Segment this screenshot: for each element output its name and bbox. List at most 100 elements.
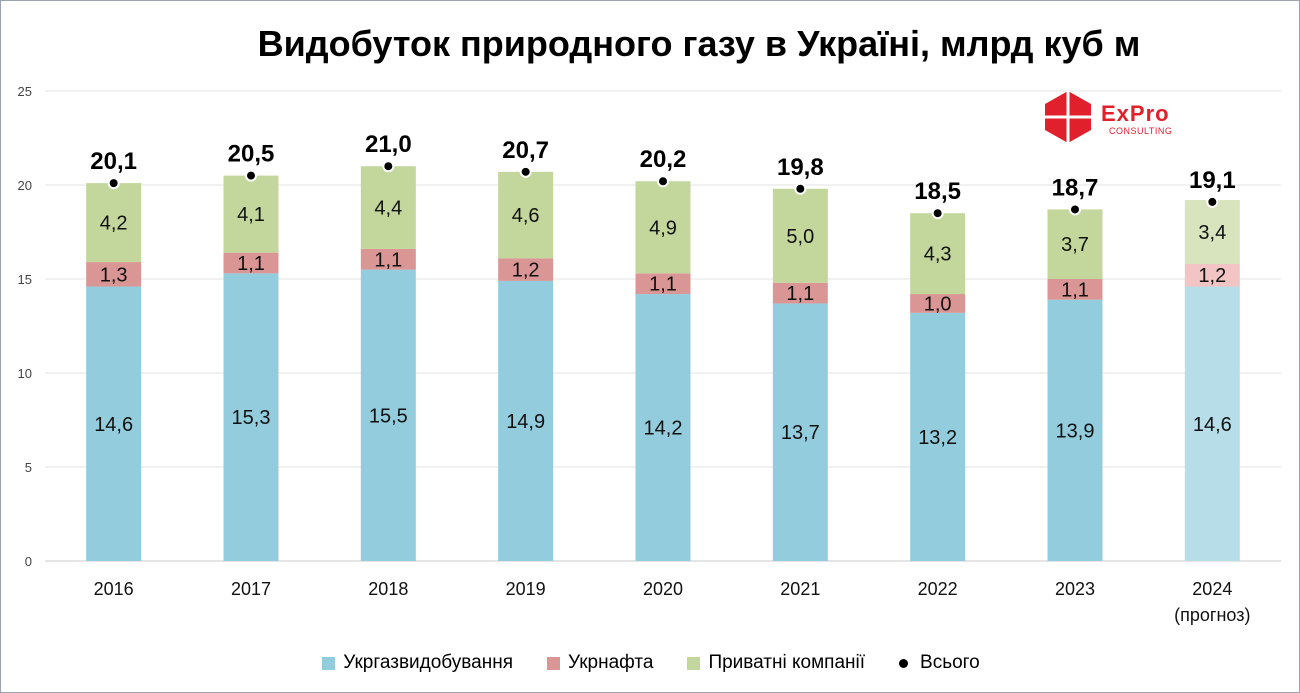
x-tick-label: 2016 — [94, 579, 134, 599]
segment-value-label: 4,4 — [374, 198, 402, 220]
segment-value-label: 15,3 — [232, 407, 271, 429]
legend-item-private: Приватні компанії — [687, 652, 865, 674]
chart-title: Видобуток природного газу в Україні, млр… — [257, 23, 1141, 64]
bar-segment — [498, 171, 554, 259]
bar-segment — [1047, 299, 1103, 561]
bar-segment — [635, 273, 691, 295]
bar-segment — [910, 294, 966, 313]
x-tick-label: 2023 — [1055, 579, 1095, 599]
segment-value-label: 1,2 — [512, 260, 540, 282]
y-tick-label: 5 — [25, 460, 32, 475]
bar-segment — [86, 262, 142, 287]
segment-value-label: 1,1 — [1061, 279, 1089, 301]
segment-value-label: 3,4 — [1198, 222, 1226, 244]
bar-segment — [360, 248, 416, 270]
legend-swatch-private — [687, 656, 701, 670]
bar-segment — [1047, 279, 1103, 300]
bar-segment — [86, 286, 142, 561]
x-tick-label: 2018 — [368, 579, 408, 599]
legend-label-total: Всього — [920, 652, 980, 673]
segment-value-label: 4,9 — [649, 217, 677, 239]
segment-value-label: 13,9 — [1056, 420, 1095, 442]
total-marker — [657, 175, 669, 188]
total-value-label: 20,2 — [640, 146, 687, 173]
logo-icon — [1045, 91, 1091, 143]
segment-value-label: 1,1 — [374, 249, 402, 271]
logo-sub: CONSULTING — [1109, 126, 1173, 136]
segment-value-label: 1,1 — [786, 283, 814, 305]
bar-segment — [223, 273, 279, 561]
bar-segment — [1184, 263, 1240, 287]
x-tick-label: 2017 — [231, 579, 271, 599]
x-tick-label: 2020 — [643, 579, 683, 599]
total-value-label: 20,7 — [502, 137, 549, 164]
total-value-label: 20,5 — [228, 141, 275, 168]
y-tick-label: 0 — [25, 554, 32, 569]
segment-value-label: 14,6 — [1193, 414, 1232, 436]
bar-segment — [772, 188, 828, 283]
segment-value-label: 1,1 — [649, 274, 677, 296]
segment-value-label: 14,6 — [94, 414, 133, 436]
x-tick-label: 2019 — [506, 579, 546, 599]
legend-label-ukrnafta: Укрнафта — [568, 652, 654, 673]
segment-value-label: 1,0 — [924, 293, 952, 315]
logo-brand: ExPro — [1101, 101, 1170, 126]
bar-segment — [910, 213, 966, 295]
legend: Укргазвидобування Укрнафта Приватні комп… — [1, 651, 1300, 675]
y-tick-label: 15 — [18, 272, 32, 287]
bar-segment — [1184, 286, 1240, 561]
segment-value-label: 4,6 — [512, 205, 540, 227]
legend-item-ukrgaz: Укргазвидобування — [322, 652, 513, 674]
x-tick-label: 2022 — [918, 579, 958, 599]
segment-value-label: 5,0 — [786, 226, 814, 248]
bar-segment — [498, 258, 554, 281]
total-value-label: 18,5 — [914, 178, 961, 205]
bar-segment — [1184, 200, 1240, 264]
total-marker — [794, 182, 807, 195]
segment-value-label: 4,3 — [924, 244, 952, 266]
legend-swatch-ukrgaz — [322, 656, 336, 670]
legend-item-total: Всього — [899, 652, 980, 674]
total-value-label: 19,8 — [777, 154, 824, 181]
segment-value-label: 3,7 — [1061, 234, 1089, 256]
segment-value-label: 13,7 — [781, 422, 820, 444]
segment-value-label: 13,2 — [918, 427, 957, 449]
segment-value-label: 1,2 — [1198, 265, 1226, 287]
total-value-label: 18,7 — [1052, 174, 1099, 201]
segment-value-label: 1,3 — [100, 264, 128, 286]
legend-swatch-ukrnafta — [547, 656, 560, 670]
legend-item-ukrnafta: Укрнафта — [547, 652, 653, 674]
bar-segment — [360, 166, 416, 249]
total-marker — [1069, 203, 1081, 216]
bar-segment — [86, 183, 142, 263]
bar-segment — [635, 294, 691, 561]
legend-dot-total — [899, 658, 909, 668]
bar-segment — [223, 175, 279, 253]
bar-segment — [635, 181, 691, 274]
bar-segment — [498, 280, 554, 561]
total-value-label: 20,1 — [90, 148, 137, 175]
legend-label-ukrgaz: Укргазвидобування — [343, 652, 513, 673]
y-tick-label: 20 — [18, 178, 32, 193]
x-tick-label: 2021 — [780, 579, 820, 599]
total-marker — [931, 207, 944, 220]
total-marker — [107, 177, 120, 190]
total-marker — [1206, 195, 1219, 208]
x-tick-sublabel: (прогноз) — [1174, 605, 1250, 625]
segment-value-label: 14,2 — [644, 418, 683, 440]
segment-value-label: 15,5 — [369, 405, 408, 427]
x-tick-label: 2024 — [1192, 579, 1232, 599]
legend-label-private: Приватні компанії — [708, 652, 866, 673]
expro-logo: ExPro CONSULTING — [1043, 89, 1213, 149]
total-marker — [382, 160, 395, 173]
segment-value-label: 4,1 — [237, 204, 265, 226]
total-value-label: 19,1 — [1189, 167, 1236, 194]
bar-segment — [910, 312, 966, 561]
bar-segment — [360, 269, 416, 561]
total-value-label: 21,0 — [365, 131, 412, 158]
y-tick-label: 10 — [18, 366, 32, 381]
bar-segment — [772, 303, 828, 561]
bar-segment — [772, 282, 828, 304]
